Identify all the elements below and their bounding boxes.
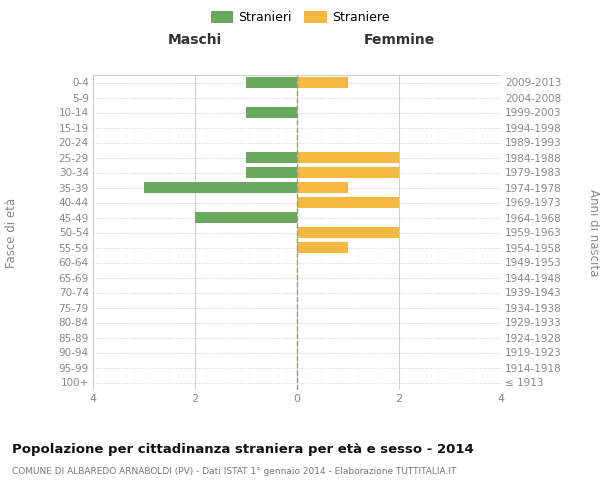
- Bar: [195, 212, 297, 223]
- Bar: [297, 227, 399, 238]
- Bar: [297, 197, 399, 208]
- Bar: [297, 182, 348, 192]
- Bar: [246, 77, 297, 88]
- Bar: [246, 108, 297, 118]
- Bar: [246, 167, 297, 178]
- Text: COMUNE DI ALBAREDO ARNABOLDI (PV) - Dati ISTAT 1° gennaio 2014 - Elaborazione TU: COMUNE DI ALBAREDO ARNABOLDI (PV) - Dati…: [12, 468, 457, 476]
- Text: Popolazione per cittadinanza straniera per età e sesso - 2014: Popolazione per cittadinanza straniera p…: [12, 442, 474, 456]
- Bar: [297, 152, 399, 163]
- Text: Maschi: Maschi: [168, 34, 222, 48]
- Text: Fasce di età: Fasce di età: [5, 198, 19, 268]
- Bar: [144, 182, 297, 192]
- Legend: Stranieri, Straniere: Stranieri, Straniere: [206, 6, 394, 29]
- Bar: [297, 167, 399, 178]
- Bar: [297, 77, 348, 88]
- Bar: [246, 152, 297, 163]
- Text: Anni di nascita: Anni di nascita: [587, 189, 600, 276]
- Text: Femmine: Femmine: [364, 34, 434, 48]
- Bar: [297, 242, 348, 253]
